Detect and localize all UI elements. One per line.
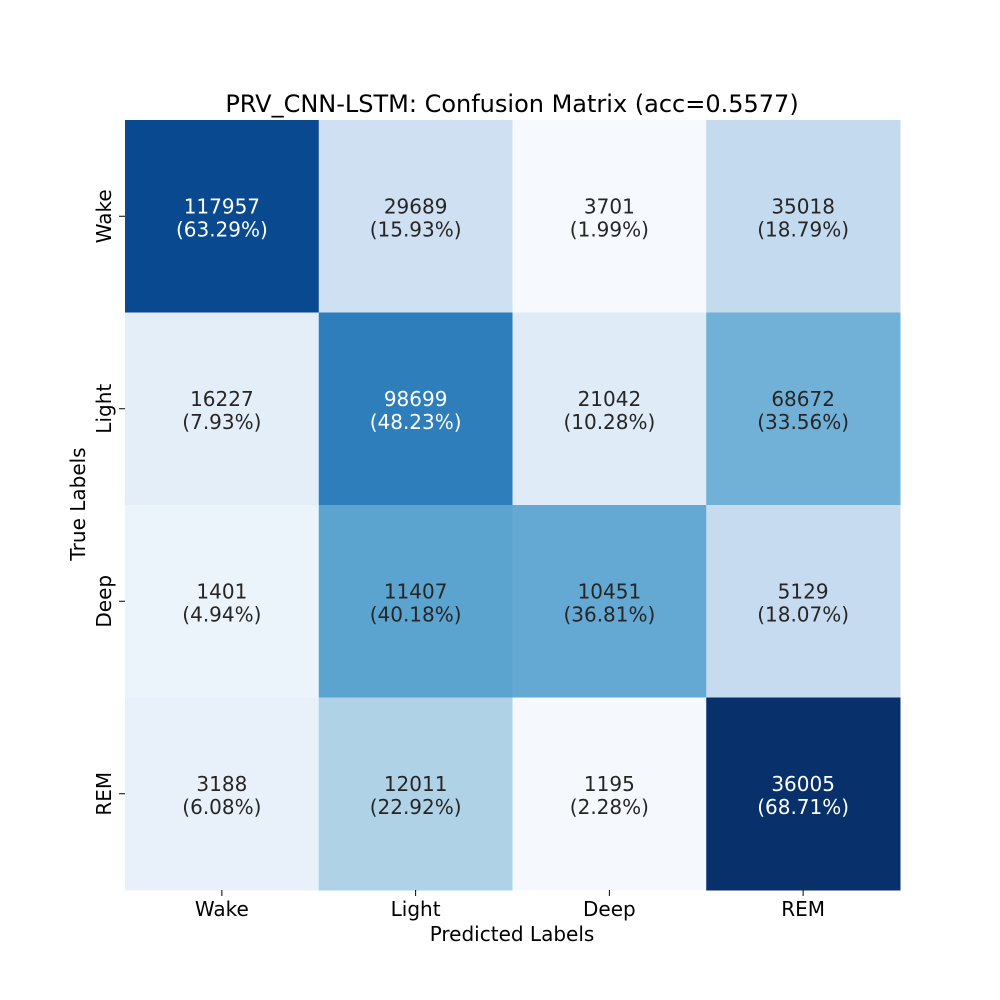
chart-title: PRV_CNN-LSTM: Confusion Matrix (acc=0.55… — [225, 90, 798, 118]
cell-percent-3-1: (22.92%) — [370, 795, 462, 819]
cell-percent-1-0: (7.93%) — [182, 410, 261, 434]
cell-count-0-1: 29689 — [384, 194, 448, 218]
cell-percent-3-2: (2.28%) — [570, 795, 649, 819]
heatmap-cell-0-1 — [318, 120, 513, 313]
heatmap-cell-2-3 — [706, 505, 901, 698]
cell-count-0-2: 3701 — [584, 194, 635, 218]
heatmap-cell-1-0 — [125, 312, 320, 506]
cell-count-2-2: 10451 — [578, 579, 642, 603]
heatmap-cell-2-1 — [318, 505, 513, 698]
cell-count-2-3: 5129 — [778, 579, 829, 603]
cell-count-1-1: 98699 — [384, 387, 448, 411]
cell-percent-3-3: (68.71%) — [757, 795, 849, 819]
cell-percent-3-0: (6.08%) — [182, 795, 261, 819]
cell-percent-0-3: (18.79%) — [757, 217, 849, 241]
cell-count-3-0: 3188 — [196, 772, 247, 796]
cell-count-3-2: 1195 — [584, 772, 635, 796]
heatmap-cell-1-1 — [318, 312, 513, 506]
x-tick-label-rem: REM — [781, 897, 825, 921]
cell-count-1-0: 16227 — [190, 387, 254, 411]
cell-count-2-1: 11407 — [384, 579, 448, 603]
cell-count-0-0: 117957 — [184, 194, 260, 218]
cell-percent-2-0: (4.94%) — [182, 602, 261, 626]
y-tick-label-rem: REM — [92, 772, 116, 816]
y-tick-label-wake: Wake — [92, 189, 116, 243]
y-axis-ticks: Wake Light Deep REM — [92, 189, 125, 816]
y-tick-label-light: Light — [92, 384, 116, 434]
cell-percent-2-1: (40.18%) — [370, 602, 462, 626]
cell-percent-1-3: (33.56%) — [757, 410, 849, 434]
cell-percent-0-2: (1.99%) — [570, 217, 649, 241]
heatmap-cell-2-0 — [125, 505, 320, 698]
heatmap-cells: 117957(63.29%) 29689(15.93%) 3701(1.99%) 35… — [125, 120, 901, 891]
heatmap-cell-3-1 — [318, 697, 513, 891]
cell-count-1-3: 68672 — [771, 387, 835, 411]
x-axis-label: Predicted Labels — [430, 922, 595, 946]
heatmap-cell-0-0 — [125, 120, 320, 313]
cell-count-0-3: 35018 — [771, 194, 835, 218]
cell-count-2-0: 1401 — [196, 579, 247, 603]
cell-count-3-1: 12011 — [384, 772, 448, 796]
cell-percent-2-3: (18.07%) — [757, 602, 849, 626]
cell-percent-0-1: (15.93%) — [370, 217, 462, 241]
y-axis-label: True Labels — [66, 447, 90, 561]
heatmap-cell-0-3 — [706, 120, 901, 313]
cell-count-3-3: 36005 — [771, 772, 835, 796]
cell-percent-1-2: (10.28%) — [563, 410, 655, 434]
heatmap-cell-3-3 — [706, 697, 901, 891]
cell-percent-2-2: (36.81%) — [563, 602, 655, 626]
heatmap-cell-1-3 — [706, 312, 901, 506]
x-tick-label-wake: Wake — [195, 897, 249, 921]
heatmap-cell-1-2 — [512, 312, 707, 506]
heatmap-cell-3-2 — [512, 697, 707, 891]
cell-percent-0-0: (63.29%) — [176, 217, 268, 241]
cell-percent-1-1: (48.23%) — [370, 410, 462, 434]
cell-count-1-2: 21042 — [578, 387, 642, 411]
y-tick-label-deep: Deep — [92, 575, 116, 628]
x-tick-label-deep: Deep — [583, 897, 636, 921]
heatmap-cell-3-0 — [125, 697, 320, 891]
heatmap-cell-2-2 — [512, 505, 707, 698]
heatmap-cell-0-2 — [512, 120, 707, 313]
x-tick-label-light: Light — [391, 897, 441, 921]
x-axis-ticks: Wake Light Deep REM — [195, 890, 825, 921]
